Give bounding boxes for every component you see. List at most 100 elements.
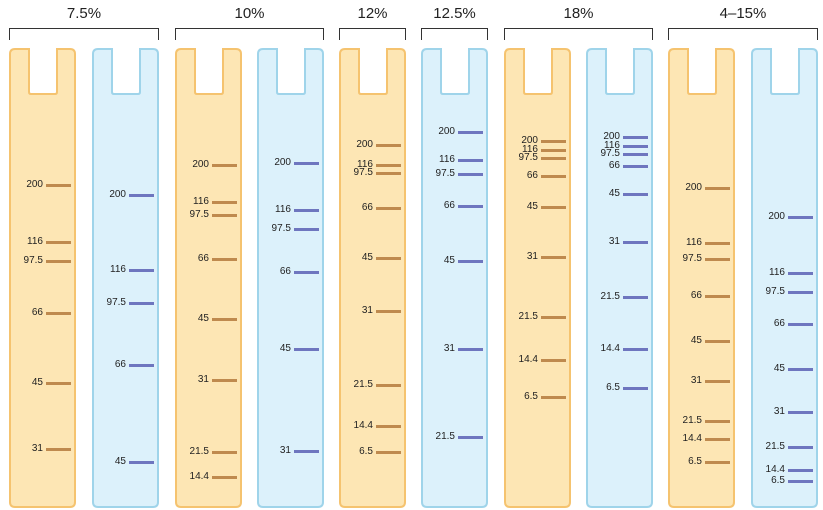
group-label-3: 12.5% — [433, 5, 476, 22]
band-label: 200 — [438, 126, 455, 137]
marker-band — [46, 183, 71, 187]
marker-band — [129, 301, 154, 305]
band-label: 45 — [526, 201, 538, 212]
marker-band — [294, 208, 319, 212]
marker-band — [541, 148, 566, 152]
lane-outline — [257, 48, 324, 508]
band-label: 31 — [197, 374, 209, 385]
marker-band — [212, 163, 237, 167]
band-label: 14.4 — [518, 354, 538, 365]
band-label: 31 — [361, 305, 373, 316]
marker-band — [46, 259, 71, 263]
marker-band — [705, 437, 730, 441]
marker-band — [376, 163, 401, 167]
band-label: 31 — [608, 236, 620, 247]
marker-band — [788, 271, 813, 275]
group-bracket-5 — [668, 28, 818, 40]
marker-band — [623, 192, 648, 196]
lane-shape — [257, 48, 324, 508]
band-label: 31 — [773, 406, 785, 417]
marker-band — [788, 367, 813, 371]
marker-band — [623, 386, 648, 390]
gel-lane-blue: 200 116 97.5 66 45 31 21.5 — [421, 48, 488, 508]
band-label: 116 — [522, 144, 538, 155]
marker-band — [788, 468, 813, 472]
band-label: 21.5 — [435, 431, 455, 442]
marker-band — [788, 479, 813, 483]
band-label: 97.5 — [435, 168, 455, 179]
band-label: 45 — [690, 335, 702, 346]
lane-outline — [751, 48, 818, 508]
band-label: 6.5 — [524, 391, 538, 402]
marker-band — [623, 240, 648, 244]
group-label-0: 7.5% — [66, 5, 102, 22]
marker-band — [788, 410, 813, 414]
marker-band — [541, 358, 566, 362]
band-label: 116 — [357, 159, 373, 170]
lane-outline — [92, 48, 159, 508]
band-label: 66 — [279, 266, 291, 277]
band-label: 21.5 — [682, 415, 702, 426]
band-label: 200 — [192, 159, 209, 170]
lane-outline — [421, 48, 488, 508]
band-label: 21.5 — [518, 311, 538, 322]
marker-band — [294, 270, 319, 274]
band-label: 6.5 — [688, 456, 702, 467]
marker-band — [376, 256, 401, 260]
band-label: 66 — [197, 253, 209, 264]
band-label: 200 — [603, 131, 620, 142]
marker-band — [623, 164, 648, 168]
marker-band — [46, 381, 71, 385]
band-label: 45 — [443, 255, 455, 266]
marker-band — [294, 347, 319, 351]
band-label: 66 — [31, 307, 43, 318]
group-bracket-3 — [421, 28, 488, 40]
marker-band — [212, 475, 237, 479]
band-label: 116 — [604, 140, 620, 151]
gel-lane-orange: 200 116 97.5 66 45 31 21.5 14.4 6.5 — [668, 48, 735, 508]
marker-band — [376, 171, 401, 175]
band-label: 14.4 — [189, 471, 209, 482]
marker-band — [458, 172, 483, 176]
lane-shape — [751, 48, 818, 508]
marker-band — [376, 143, 401, 147]
marker-band — [458, 435, 483, 439]
lane-shape — [586, 48, 653, 508]
band-label: 97.5 — [271, 223, 291, 234]
band-label: 45 — [279, 343, 291, 354]
marker-band — [376, 206, 401, 210]
band-label: 45 — [197, 313, 209, 324]
band-label: 21.5 — [765, 441, 785, 452]
band-label: 66 — [361, 202, 373, 213]
band-label: 31 — [31, 443, 43, 454]
marker-band — [376, 309, 401, 313]
marker-band — [788, 215, 813, 219]
band-label: 116 — [769, 267, 785, 278]
band-label: 97.5 — [600, 148, 620, 159]
band-label: 116 — [686, 237, 702, 248]
band-label: 66 — [443, 200, 455, 211]
band-label: 97.5 — [518, 152, 538, 163]
marker-band — [788, 445, 813, 449]
marker-band — [376, 383, 401, 387]
band-label: 21.5 — [353, 379, 373, 390]
marker-band — [705, 186, 730, 190]
marker-band — [541, 395, 566, 399]
lane-shape — [421, 48, 488, 508]
marker-band — [541, 205, 566, 209]
band-label: 200 — [274, 157, 291, 168]
group-bracket-1 — [175, 28, 324, 40]
marker-band — [541, 156, 566, 160]
gel-lane-orange: 200 116 97.5 66 45 31 21.5 14.4 — [175, 48, 242, 508]
band-label: 200 — [26, 179, 43, 190]
marker-band — [705, 339, 730, 343]
marker-band — [541, 139, 566, 143]
band-label: 14.4 — [353, 420, 373, 431]
lane-shape — [339, 48, 406, 508]
marker-band — [212, 450, 237, 454]
band-label: 97.5 — [765, 286, 785, 297]
group-bracket-0 — [9, 28, 159, 40]
marker-band — [46, 240, 71, 244]
band-label: 97.5 — [106, 297, 126, 308]
